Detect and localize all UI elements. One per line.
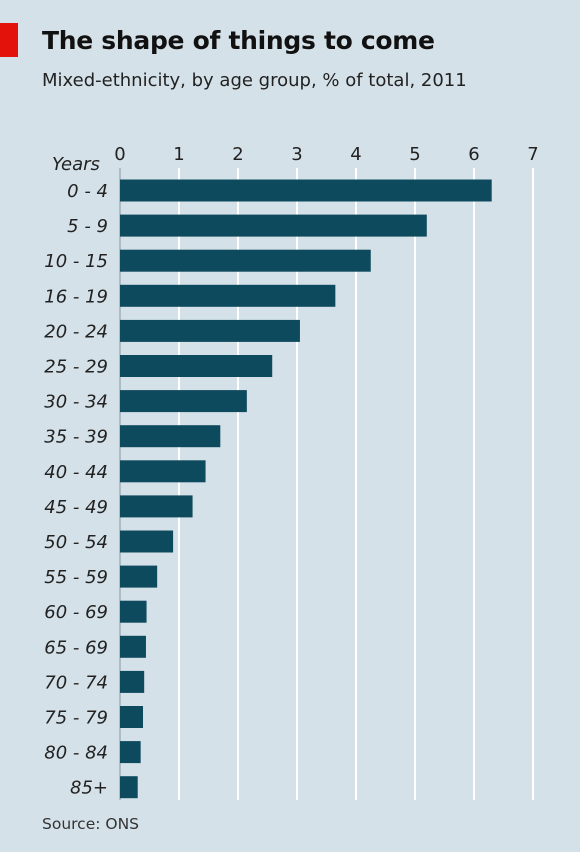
category-label: 50 - 54	[44, 532, 108, 553]
bar	[120, 741, 141, 764]
category-label: 25 - 29	[44, 357, 108, 378]
category-label: 16 - 19	[44, 286, 108, 307]
category-label: 10 - 15	[44, 251, 108, 272]
bar	[120, 249, 371, 272]
category-label: 65 - 69	[44, 637, 108, 658]
category-label: 5 - 9	[67, 216, 108, 237]
bar	[120, 635, 146, 658]
bar	[120, 460, 206, 483]
bars	[120, 179, 492, 799]
category-label: 35 - 39	[44, 427, 108, 448]
bar	[120, 284, 336, 307]
bar	[120, 179, 492, 202]
bar	[120, 565, 158, 588]
bar	[120, 530, 174, 553]
category-label: 80 - 84	[44, 743, 108, 764]
chart-subtitle: Mixed-ethnicity, by age group, % of tota…	[42, 70, 467, 91]
bar	[120, 495, 193, 518]
category-axis-label: Years	[52, 154, 100, 175]
x-tick-label: 6	[468, 144, 479, 165]
bar	[120, 776, 138, 799]
bar	[120, 355, 273, 377]
category-label: 30 - 34	[44, 392, 108, 413]
x-tick-label: 2	[232, 144, 243, 165]
x-tick-label: 3	[291, 144, 302, 165]
x-tick-labels: 0 1 2 3 4 5 6 7	[114, 144, 538, 165]
category-label: 85+	[70, 778, 108, 799]
category-labels: 0 - 4 5 - 9 10 - 15 16 - 19 20 - 24 25 - 29 30…	[44, 181, 108, 799]
source-note: Source: ONS	[42, 815, 140, 833]
category-label: 0 - 4	[67, 181, 108, 202]
category-label: 45 - 49	[44, 497, 108, 518]
x-tick-label: 1	[173, 144, 184, 165]
category-label: 55 - 59	[44, 567, 108, 588]
bar	[120, 706, 144, 728]
bar	[120, 600, 147, 623]
category-label: 40 - 44	[44, 462, 108, 483]
x-tick-label: 0	[114, 144, 125, 165]
bar	[120, 390, 247, 413]
red-accent-tag	[0, 23, 18, 57]
x-tick-label: 5	[409, 144, 420, 165]
category-label: 70 - 74	[44, 672, 108, 693]
bar	[120, 214, 427, 237]
x-tick-label: 7	[527, 144, 538, 165]
bar	[120, 425, 221, 448]
x-tick-label: 4	[350, 144, 361, 165]
bar	[120, 670, 145, 693]
category-label: 60 - 69	[44, 602, 108, 623]
chart-title: The shape of things to come	[42, 26, 435, 55]
gridlines	[119, 168, 534, 800]
bar	[120, 319, 300, 342]
category-label: 20 - 24	[44, 321, 108, 342]
category-label: 75 - 79	[44, 708, 108, 729]
